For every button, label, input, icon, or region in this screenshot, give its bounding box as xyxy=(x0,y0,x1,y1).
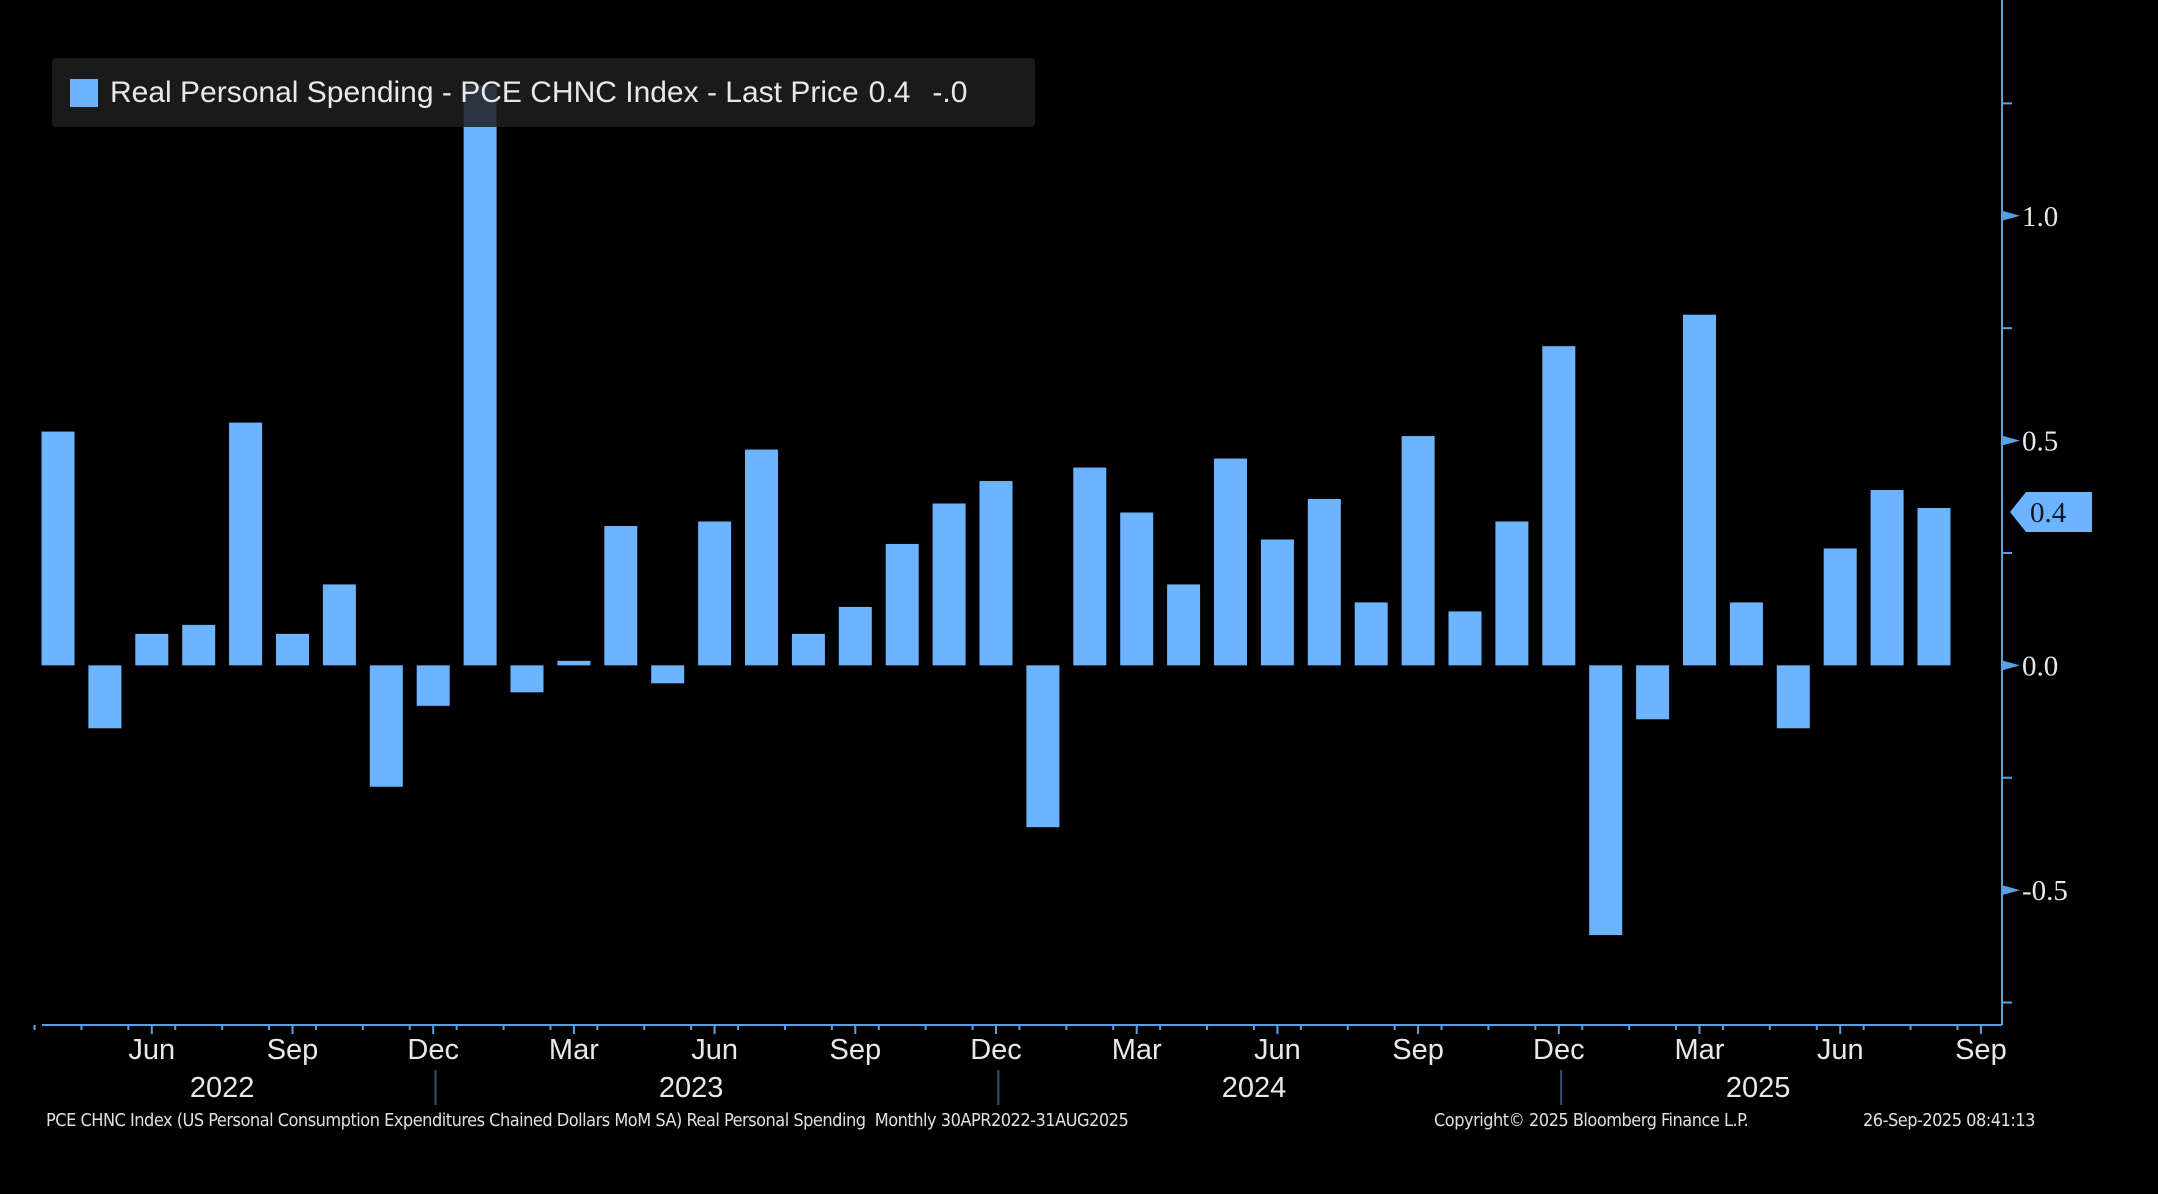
bar-may-2022 xyxy=(88,665,122,729)
bar-nov-2023 xyxy=(932,503,966,666)
bar-jan-2024 xyxy=(1026,665,1060,828)
y-tick-mark xyxy=(2002,435,2020,446)
x-tick-label-year: 2022 xyxy=(190,1072,255,1104)
bar-jul-2023 xyxy=(745,449,778,666)
bar-jun-2025 xyxy=(1823,548,1857,666)
footer-copyright: Copyright© 2025 Bloomberg Finance L.P. xyxy=(1434,1110,1749,1131)
bar-jun-2024 xyxy=(1260,539,1294,666)
bar-apr-2022 xyxy=(41,431,75,666)
bar-mar-2023 xyxy=(557,660,591,666)
y-tick-mark xyxy=(2002,660,2020,671)
legend-swatch xyxy=(70,78,98,107)
bar-apr-2024 xyxy=(1167,584,1201,666)
bar-may-2023 xyxy=(651,665,685,684)
y-tick-label: 0.5 xyxy=(2022,426,2058,458)
bar-jul-2025 xyxy=(1870,490,1904,666)
bar-dec-2023 xyxy=(979,481,1013,666)
bar-apr-2023 xyxy=(604,525,638,666)
bar-jun-2022 xyxy=(135,633,169,666)
bar-aug-2024 xyxy=(1354,602,1388,666)
x-tick-label-month: Sep xyxy=(267,1034,319,1066)
bar-sep-2022 xyxy=(276,633,309,666)
chart-footer: PCE CHNC Index (US Personal Consumption … xyxy=(46,1110,2138,1194)
bar-dec-2024 xyxy=(1542,346,1576,666)
bar-may-2025 xyxy=(1776,665,1810,729)
x-tick-label-year: 2024 xyxy=(1222,1072,1287,1104)
bar-oct-2023 xyxy=(885,543,919,666)
legend-last-price: 0.4 xyxy=(868,75,911,109)
legend-label: Real Personal Spending - PCE CHNC Index … xyxy=(110,75,859,109)
x-tick-label-month: Dec xyxy=(407,1034,459,1066)
bar-oct-2022 xyxy=(322,584,356,666)
x-tick-label-month: Jun xyxy=(1254,1034,1301,1066)
y-tick-label: 1.0 xyxy=(2022,201,2058,233)
footer-description: PCE CHNC Index (US Personal Consumption … xyxy=(46,1110,1129,1131)
y-tick-mark xyxy=(2002,210,2020,221)
x-tick-label-month: Jun xyxy=(128,1034,175,1066)
bar-feb-2023 xyxy=(510,665,544,693)
bar-mar-2025 xyxy=(1683,314,1716,666)
y-tick-label: 0.0 xyxy=(2022,650,2058,682)
bar-oct-2024 xyxy=(1448,611,1482,666)
x-tick-label-month: Sep xyxy=(1955,1034,2007,1066)
bar-jan-2023 xyxy=(463,85,497,666)
bar-feb-2025 xyxy=(1636,665,1670,720)
bar-mar-2024 xyxy=(1120,512,1154,666)
axes-group: -0.5 0.0 0.5 1.0 0.4 Jun Sep Dec Mar Jun Sep Dec Mar… xyxy=(33,0,2092,1105)
bar-aug-2022 xyxy=(229,422,263,666)
x-tick-label-month: Dec xyxy=(970,1034,1022,1066)
bar-jun-2023 xyxy=(698,521,732,666)
legend-change: -.0 xyxy=(932,75,968,109)
bar-dec-2022 xyxy=(416,665,450,706)
bar-nov-2024 xyxy=(1495,521,1529,666)
y-tick-label: -0.5 xyxy=(2022,875,2068,907)
chart-legend: Real Personal Spending - PCE CHNC Index … xyxy=(52,58,1035,127)
bar-sep-2023 xyxy=(838,606,872,666)
last-price-label: 0.4 xyxy=(2030,497,2067,529)
x-tick-label-month: Jun xyxy=(691,1034,738,1066)
x-tick-label-month: Mar xyxy=(549,1034,599,1066)
bar-jul-2024 xyxy=(1307,499,1341,666)
x-tick-label-month: Dec xyxy=(1533,1034,1585,1066)
x-tick-label-year: 2025 xyxy=(1726,1072,1791,1104)
x-tick-label-month: Sep xyxy=(1392,1034,1444,1066)
x-tick-label-year: 2023 xyxy=(659,1072,724,1104)
bar-apr-2025 xyxy=(1729,602,1763,666)
footer-timestamp: 26-Sep-2025 08:41:13 xyxy=(1863,1110,2035,1131)
bar-may-2024 xyxy=(1214,458,1247,666)
bar-aug-2023 xyxy=(791,633,825,666)
bar-nov-2022 xyxy=(369,665,403,787)
bar-jan-2025 xyxy=(1589,665,1623,936)
x-tick-label-month: Mar xyxy=(1112,1034,1162,1066)
x-tick-label-month: Jun xyxy=(1817,1034,1864,1066)
bar-sep-2024 xyxy=(1401,436,1435,666)
bar-jul-2022 xyxy=(182,624,216,666)
x-tick-label-month: Mar xyxy=(1675,1034,1725,1066)
y-tick-mark xyxy=(2002,885,2020,896)
last-price-marker xyxy=(2010,492,2092,533)
bar-feb-2024 xyxy=(1073,467,1107,666)
x-tick-label-month: Sep xyxy=(829,1034,881,1066)
bar-aug-2025 xyxy=(1917,508,1951,666)
bars-group xyxy=(41,85,1951,936)
